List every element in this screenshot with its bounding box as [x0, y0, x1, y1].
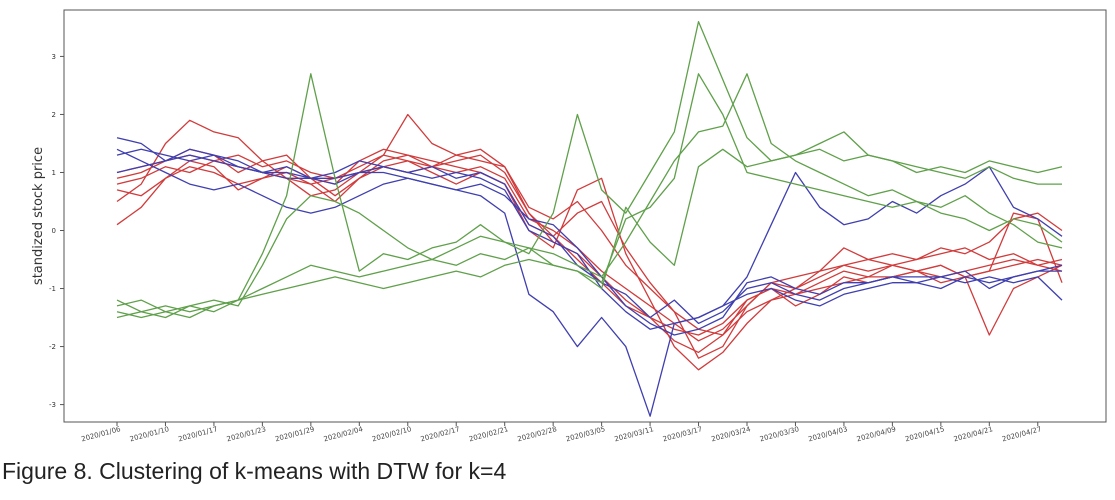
x-tick-label: 2020/02/17: [420, 425, 461, 443]
x-tick-label: 2020/01/23: [226, 425, 267, 443]
series-layer: [116, 20, 1063, 417]
y-axis-label: standized stock price: [31, 147, 46, 285]
x-tick-label: 2020/02/04: [323, 425, 365, 443]
series-line-red-3: [116, 113, 1063, 336]
x-tick-label: 2020/01/06: [80, 425, 122, 443]
x-tick-label: 2020/02/21: [468, 425, 509, 443]
series-line-green-11: [116, 20, 1062, 319]
x-tick-label: 2020/03/11: [614, 425, 655, 443]
x-tick-label: 2020/03/05: [565, 425, 606, 443]
series-line-green-12: [116, 148, 1063, 319]
x-tick-label: 2020/04/21: [953, 425, 994, 443]
x-axis-ticks: 2020/01/06 2020/01/10 2020/01/17 2020/01/23…: [80, 422, 1042, 443]
y-axis-ticks: -3 -2 -1 0 1 2 3: [49, 53, 64, 409]
series-line-red-1: [116, 154, 1063, 336]
x-tick-label: 2020/01/29: [274, 425, 315, 443]
y-tick-label: -3: [49, 401, 56, 409]
x-tick-label: 2020/02/10: [371, 425, 412, 443]
chart-figure: -3 -2 -1 0 1 2 3 2020/01/06 2020/01/10 2020/01/1…: [31, 9, 1107, 443]
x-tick-label: 2020/01/10: [129, 425, 170, 443]
figure-caption: Figure 8. Clustering of k-means with DTW…: [2, 458, 507, 484]
x-tick-label: 2020/03/17: [662, 425, 703, 443]
y-tick-label: 2: [52, 111, 56, 119]
x-tick-label: 2020/04/15: [904, 425, 945, 443]
x-tick-label: 2020/03/24: [710, 425, 752, 443]
y-tick-label: 3: [52, 53, 56, 61]
series-line-blue-10: [116, 154, 1062, 330]
plot-frame: [63, 9, 1107, 423]
x-tick-label: 2020/04/09: [856, 425, 897, 443]
y-tick-label: 0: [52, 227, 56, 235]
x-tick-label: 2020/02/28: [517, 425, 558, 443]
series-line-red-2: [116, 154, 1063, 342]
y-tick-label: -2: [49, 343, 56, 351]
series-line-green-14: [116, 73, 1063, 319]
x-tick-label: 2020/04/27: [1001, 425, 1042, 443]
x-tick-label: 2020/01/17: [177, 425, 218, 443]
y-tick-label: 1: [52, 169, 56, 177]
y-tick-label: -1: [49, 285, 56, 293]
x-tick-label: 2020/03/30: [759, 425, 800, 443]
series-line-green-13: [116, 73, 1063, 319]
series-line-blue-7: [116, 137, 1063, 336]
series-line-blue-8: [116, 148, 1063, 417]
series-line-blue-9: [116, 148, 1063, 325]
series-line-red-5: [116, 148, 1063, 359]
x-tick-label: 2020/04/03: [807, 425, 848, 443]
line-chart: -3 -2 -1 0 1 2 3 2020/01/06 2020/01/10 2020/01/1…: [31, 9, 1107, 443]
